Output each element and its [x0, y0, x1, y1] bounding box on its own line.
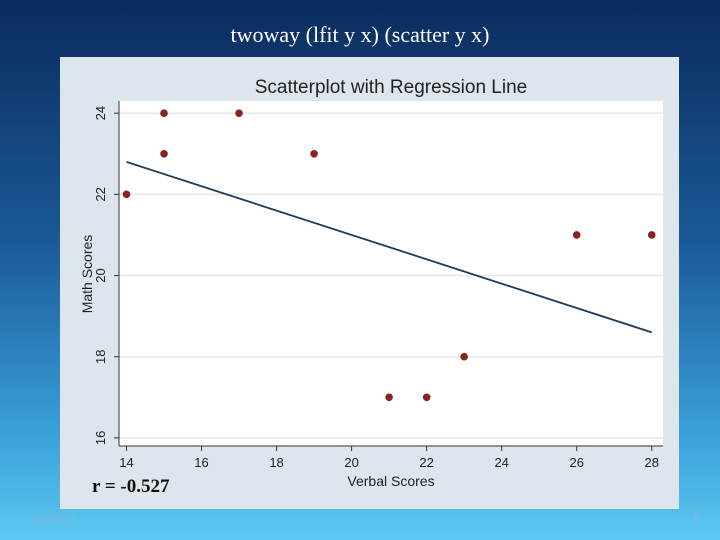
footer-date: 1/16/2022	[30, 514, 75, 525]
y-tick-label: 22	[93, 187, 108, 201]
x-tick-label: 18	[269, 455, 283, 470]
y-axis-title: Math Scores	[79, 235, 95, 314]
y-tick-label: 20	[93, 268, 108, 282]
regression-line	[126, 161, 653, 334]
x-tick-label: 16	[194, 455, 208, 470]
correlation-annotation: r = -0.527	[92, 476, 170, 497]
data-point	[422, 393, 431, 402]
y-tick-label: 24	[93, 106, 108, 120]
data-point	[647, 231, 656, 239]
data-point	[460, 352, 468, 361]
chart-panel: 16 18 20 22 24 14 16 18 20 22 24 26 28 Scatterplot w…	[60, 57, 679, 509]
axes: 16 18 20 22 24 14 16 18 20 22 24 26 28	[93, 101, 663, 470]
x-tick-label: 24	[494, 455, 508, 470]
y-tick-label: 18	[93, 349, 108, 363]
x-axis-title: Verbal Scores	[347, 473, 434, 489]
data-point	[122, 190, 131, 199]
x-tick-label: 28	[645, 455, 659, 470]
page-number: 6	[692, 508, 700, 523]
x-tick-label: 26	[569, 455, 583, 470]
x-tick-label: 22	[419, 455, 433, 470]
data-point	[385, 393, 393, 402]
x-tick-label: 20	[344, 455, 358, 470]
regression-line-layer	[126, 161, 653, 334]
data-point	[572, 231, 581, 239]
data-point	[160, 149, 168, 158]
y-tick-label: 16	[93, 431, 108, 445]
scatter-chart: 16 18 20 22 24 14 16 18 20 22 24 26 28 Scatterplot w…	[79, 77, 663, 489]
grid-lines	[119, 112, 663, 439]
x-tick-label: 14	[119, 455, 133, 470]
data-point	[310, 149, 318, 158]
chart-title: Scatterplot with Regression Line	[255, 77, 527, 98]
plot-area	[119, 101, 663, 446]
data-point	[235, 109, 243, 117]
data-points	[122, 109, 656, 402]
data-point	[160, 109, 168, 117]
slide-title: twoway (lfit y x) (scatter y x)	[230, 22, 490, 47]
